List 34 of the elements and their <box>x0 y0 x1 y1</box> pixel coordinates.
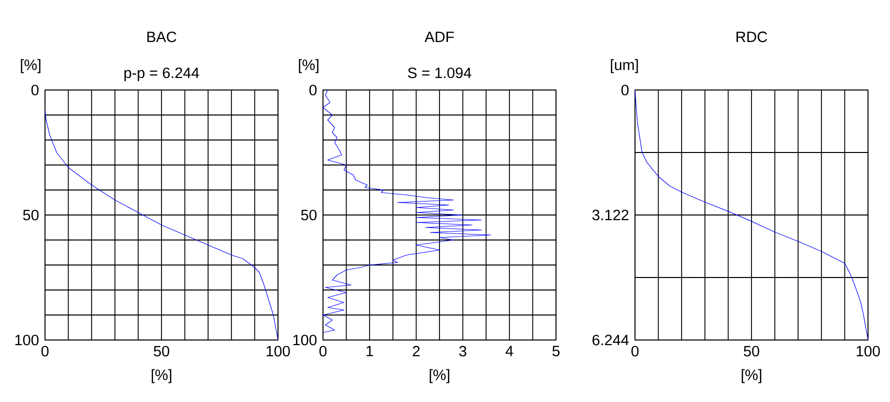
y-tick-label: 0 <box>309 84 317 96</box>
x-tick-label: 100 <box>266 346 290 356</box>
line-series <box>323 90 492 333</box>
y-axis-title: [%] <box>20 59 40 74</box>
chart-title: RDC <box>736 32 768 42</box>
x-tick-label: 3 <box>459 346 466 356</box>
x-tick-label: 5 <box>552 346 560 356</box>
chart-subtitle: p-p = 6.244 <box>124 68 200 82</box>
x-tick-label: 0 <box>631 346 639 356</box>
y-tick-label: 0 <box>621 84 629 96</box>
x-axis-title: [%] <box>152 369 172 384</box>
x-tick-label: 1 <box>366 346 374 356</box>
y-tick-label: 50 <box>301 210 317 220</box>
x-tick-label: 100 <box>856 346 880 356</box>
y-tick-label: 50 <box>23 210 39 220</box>
chart-title: BAC <box>147 32 176 42</box>
y-tick-label: 3.122 <box>592 210 628 220</box>
chart-title: ADF <box>424 32 454 42</box>
chart-subtitle: S = 1.094 <box>408 68 472 78</box>
x-tick-label: 2 <box>412 346 420 356</box>
x-tick-label: 0 <box>319 346 327 356</box>
x-axis-title: [%] <box>742 369 762 384</box>
y-tick-label: 0 <box>31 84 39 96</box>
y-tick-label: 100 <box>15 334 39 346</box>
x-axis-title: [%] <box>430 369 450 384</box>
y-axis-title: [um] <box>610 59 638 74</box>
y-tick-label: 6.244 <box>592 334 629 346</box>
x-tick-label: 0 <box>41 346 49 356</box>
x-tick-label: 4 <box>506 346 514 356</box>
line-series <box>635 90 868 340</box>
y-axis-title: [%] <box>298 59 318 74</box>
x-tick-label: 50 <box>744 346 760 356</box>
x-tick-label: 50 <box>154 346 170 356</box>
y-tick-label: 100 <box>293 334 317 346</box>
